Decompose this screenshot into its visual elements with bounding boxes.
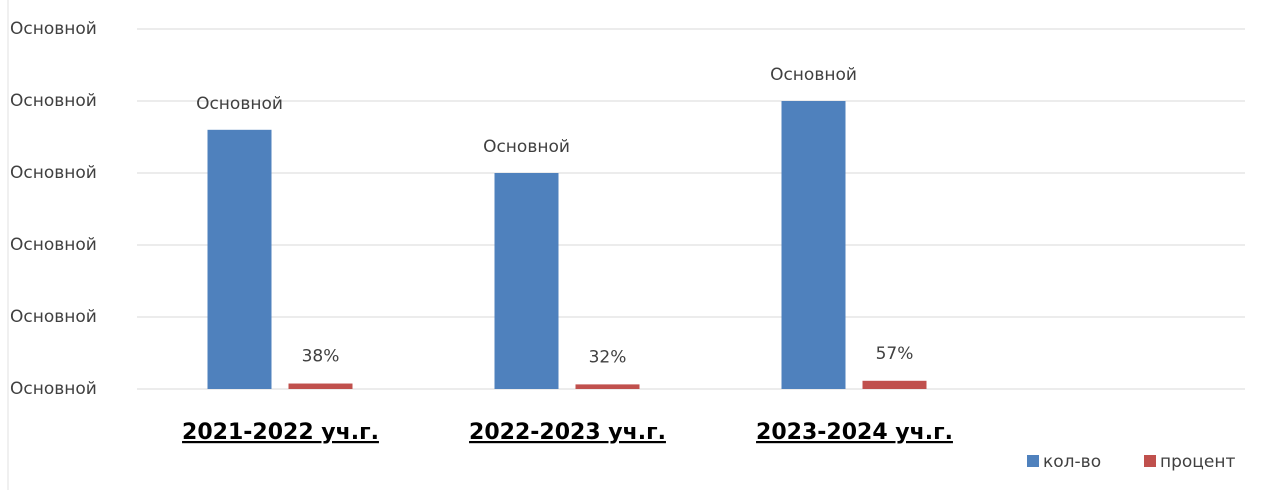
y-tick-label: Основной	[10, 235, 97, 255]
x-tick-label: 2022-2023 уч.г.	[469, 420, 666, 445]
data-label: 38%	[302, 347, 340, 367]
y-tick-label: Основной	[10, 379, 97, 399]
data-label: Основной	[770, 65, 857, 85]
bar	[575, 384, 640, 389]
chart-border	[7, 0, 9, 490]
data-label: 57%	[876, 344, 914, 364]
y-tick-label: Основной	[10, 163, 97, 183]
x-tick-label: 2023-2024 уч.г.	[756, 420, 953, 445]
legend-label: процент	[1160, 452, 1235, 472]
legend-label: кол-во	[1043, 452, 1101, 472]
bar	[862, 380, 927, 389]
data-label: Основной	[196, 94, 283, 114]
y-tick-label: Основной	[10, 307, 97, 327]
data-label: Основной	[483, 137, 570, 157]
y-tick-label: Основной	[10, 19, 97, 39]
bar	[207, 129, 272, 390]
bar	[494, 173, 559, 389]
data-label: 32%	[589, 347, 627, 367]
bar	[288, 383, 353, 389]
legend-swatch	[1144, 455, 1156, 467]
legend-swatch	[1027, 455, 1039, 467]
y-tick-label: Основной	[10, 91, 97, 111]
x-tick-label: 2021-2022 уч.г.	[182, 420, 379, 445]
bar	[781, 101, 846, 389]
